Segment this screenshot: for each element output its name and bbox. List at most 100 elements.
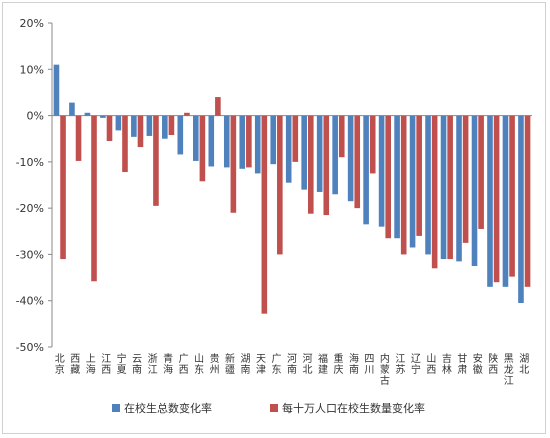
bar-per-capita-1 — [75, 115, 82, 161]
bar-total-19 — [347, 115, 354, 202]
bar-total-13 — [254, 115, 261, 174]
y-tick-label: -10% — [16, 156, 44, 169]
bar-per-capita-6 — [153, 115, 159, 206]
x-category-label: 山西 — [426, 353, 436, 376]
x-category-label: 北京 — [55, 353, 65, 376]
bar-per-capita-26 — [462, 115, 469, 243]
x-category-label: 西藏 — [70, 354, 80, 376]
bar-total-5 — [131, 115, 137, 137]
bar-per-capita-25 — [447, 115, 453, 260]
x-category-label: 内蒙古 — [380, 352, 390, 387]
y-tick-label: -30% — [16, 248, 44, 261]
x-category-label: 广西 — [179, 353, 189, 376]
bar-per-capita-21 — [385, 115, 391, 239]
bar-per-capita-11 — [230, 115, 237, 213]
bar-total-4 — [115, 115, 122, 131]
bar-per-capita-9 — [199, 115, 206, 182]
bar-per-capita-12 — [246, 115, 252, 168]
bar-per-capita-24 — [431, 115, 438, 269]
x-category-label: 甘肃 — [457, 352, 467, 376]
x-category-label: 四川 — [364, 354, 374, 376]
bar-total-10 — [208, 115, 215, 167]
bar-per-capita-15 — [292, 115, 299, 162]
x-category-label: 青海 — [163, 352, 173, 376]
x-category-label: 浙江 — [148, 353, 158, 376]
bar-total-8 — [177, 115, 184, 155]
bar-total-3 — [100, 115, 106, 118]
legend-label-total: 在校生总数变化率 — [124, 401, 212, 415]
bar-total-22 — [394, 115, 400, 239]
x-category-label: 湖南 — [241, 353, 251, 376]
x-axis-labels: 北京西藏上海江西宁夏云南浙江青海广西山东贵州新疆湖南天津广东河南河北福建重庆海南… — [55, 352, 530, 387]
x-category-label: 上海 — [86, 353, 96, 376]
y-tick-label: -20% — [16, 202, 44, 215]
bar-per-capita-27 — [478, 115, 484, 229]
x-category-label: 天津 — [256, 354, 266, 376]
legend-label-per-capita: 每十万人口在校生数量变化率 — [282, 401, 425, 415]
bar-total-18 — [332, 115, 338, 195]
bar-per-capita-30 — [524, 115, 531, 287]
bar-per-capita-17 — [323, 115, 330, 216]
y-tick-label: 0% — [27, 110, 44, 123]
x-category-label: 河北 — [302, 353, 312, 376]
legend: 在校生总数变化率 每十万人口在校生数量变化率 — [112, 401, 425, 415]
bar-total-26 — [456, 115, 462, 262]
bar-total-29 — [502, 115, 509, 287]
legend-swatch-total — [112, 404, 120, 412]
bar-total-2 — [84, 112, 91, 116]
bar-total-1 — [69, 102, 75, 116]
bar-total-15 — [285, 115, 292, 183]
x-category-label: 河南 — [287, 353, 297, 376]
bar-total-20 — [363, 115, 369, 225]
bar-per-capita-8 — [184, 112, 190, 116]
bar-total-16 — [301, 115, 307, 190]
y-tick-label: -50% — [16, 341, 44, 354]
x-category-label: 宁夏 — [117, 352, 127, 376]
x-category-label: 广东 — [272, 353, 282, 376]
bar-per-capita-23 — [416, 115, 422, 236]
x-category-label: 陕西 — [488, 352, 498, 376]
bar-total-24 — [425, 115, 431, 255]
bar-total-7 — [162, 115, 168, 139]
x-category-label: 辽宁 — [411, 353, 421, 376]
y-tick-label: -40% — [16, 295, 44, 308]
bar-per-capita-0 — [60, 115, 66, 260]
x-category-label: 江西 — [101, 353, 111, 376]
x-category-label: 湖北 — [519, 353, 529, 376]
bar-per-capita-7 — [168, 115, 175, 136]
bar-per-capita-5 — [137, 115, 144, 148]
bar-total-0 — [53, 64, 60, 116]
bar-total-17 — [316, 115, 323, 192]
bar-total-6 — [146, 115, 153, 136]
bar-total-23 — [409, 115, 416, 248]
x-category-label: 新疆 — [225, 352, 235, 376]
x-category-label: 山东 — [194, 353, 204, 376]
bar-total-11 — [223, 115, 230, 168]
y-tick-label: 10% — [20, 63, 44, 76]
bars — [53, 64, 531, 314]
bar-per-capita-3 — [106, 115, 113, 142]
bar-total-28 — [487, 115, 493, 287]
bar-total-27 — [471, 115, 478, 266]
bar-per-capita-4 — [122, 115, 128, 173]
x-category-label: 海南 — [349, 352, 359, 376]
bar-total-14 — [270, 115, 277, 165]
bar-total-25 — [440, 115, 447, 260]
bar-per-capita-28 — [493, 115, 500, 283]
bar-total-12 — [239, 115, 246, 169]
bar-per-capita-10 — [215, 97, 221, 116]
bar-per-capita-18 — [338, 115, 345, 158]
bar-total-30 — [518, 115, 524, 304]
x-category-label: 云南 — [132, 354, 142, 376]
x-category-label: 安徽 — [473, 352, 483, 376]
x-category-label: 贵州 — [210, 352, 220, 376]
bar-per-capita-2 — [91, 115, 97, 282]
bar-total-9 — [193, 115, 199, 161]
bar-per-capita-29 — [509, 115, 515, 277]
bar-per-capita-13 — [261, 115, 268, 314]
legend-swatch-per-capita — [270, 404, 278, 412]
x-category-label: 福建 — [318, 352, 328, 376]
bar-per-capita-14 — [277, 115, 283, 255]
y-tick-label: 20% — [20, 17, 44, 30]
